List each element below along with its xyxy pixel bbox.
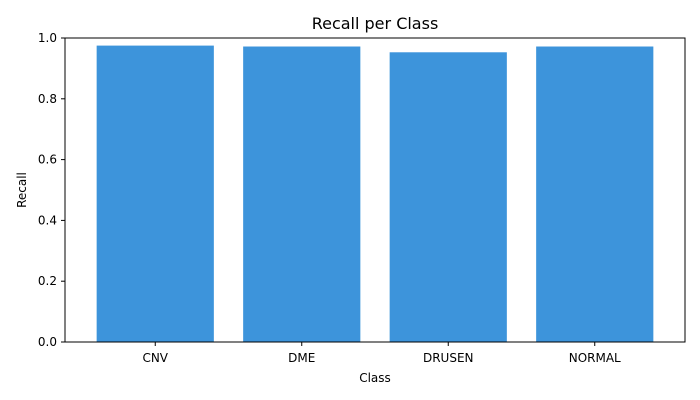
x-tick-label: DRUSEN <box>423 351 474 365</box>
y-tick-label: 0.0 <box>38 335 57 349</box>
bar-normal <box>536 46 654 343</box>
plot-frame <box>64 37 686 343</box>
y-tick-label: 1.0 <box>38 31 57 45</box>
x-axis-ticks: CNV DME DRUSEN NORMAL <box>142 342 621 365</box>
x-axis-label: Class <box>359 371 391 385</box>
y-axis-ticks: 0.0 0.2 0.4 0.6 0.8 1.0 <box>38 31 65 349</box>
x-tick-label: DME <box>288 351 315 365</box>
bar-cnv <box>96 45 214 342</box>
x-tick-label: CNV <box>142 351 168 365</box>
x-tick-label: NORMAL <box>569 351 621 365</box>
y-tick-label: 0.4 <box>38 213 57 227</box>
y-tick-label: 0.2 <box>38 274 57 288</box>
y-axis-label: Recall <box>15 172 29 208</box>
y-tick-label: 0.6 <box>38 153 57 167</box>
bar-drusen <box>389 52 507 343</box>
chart-title: Recall per Class <box>312 14 439 33</box>
plot-area <box>96 45 654 343</box>
y-tick-label: 0.8 <box>38 92 57 106</box>
bar-dme <box>243 46 361 343</box>
